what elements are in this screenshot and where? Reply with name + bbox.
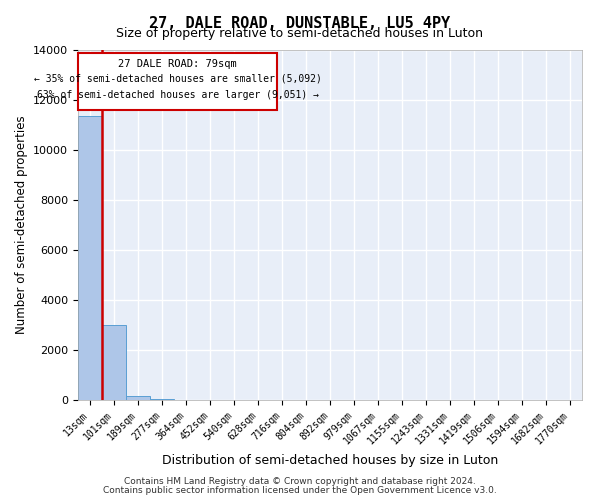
Text: 63% of semi-detached houses are larger (9,051) →: 63% of semi-detached houses are larger (… bbox=[37, 90, 319, 100]
Text: 27 DALE ROAD: 79sqm: 27 DALE ROAD: 79sqm bbox=[118, 58, 237, 68]
Bar bbox=[78, 116, 102, 400]
Bar bbox=[150, 399, 174, 400]
FancyBboxPatch shape bbox=[79, 52, 277, 110]
Text: ← 35% of semi-detached houses are smaller (5,092): ← 35% of semi-detached houses are smalle… bbox=[34, 74, 322, 84]
Y-axis label: Number of semi-detached properties: Number of semi-detached properties bbox=[14, 116, 28, 334]
Bar bbox=[102, 324, 126, 400]
Text: Contains public sector information licensed under the Open Government Licence v3: Contains public sector information licen… bbox=[103, 486, 497, 495]
Text: 27, DALE ROAD, DUNSTABLE, LU5 4PY: 27, DALE ROAD, DUNSTABLE, LU5 4PY bbox=[149, 16, 451, 31]
X-axis label: Distribution of semi-detached houses by size in Luton: Distribution of semi-detached houses by … bbox=[162, 454, 498, 467]
Text: Contains HM Land Registry data © Crown copyright and database right 2024.: Contains HM Land Registry data © Crown c… bbox=[124, 478, 476, 486]
Bar bbox=[126, 396, 150, 400]
Text: Size of property relative to semi-detached houses in Luton: Size of property relative to semi-detach… bbox=[116, 28, 484, 40]
